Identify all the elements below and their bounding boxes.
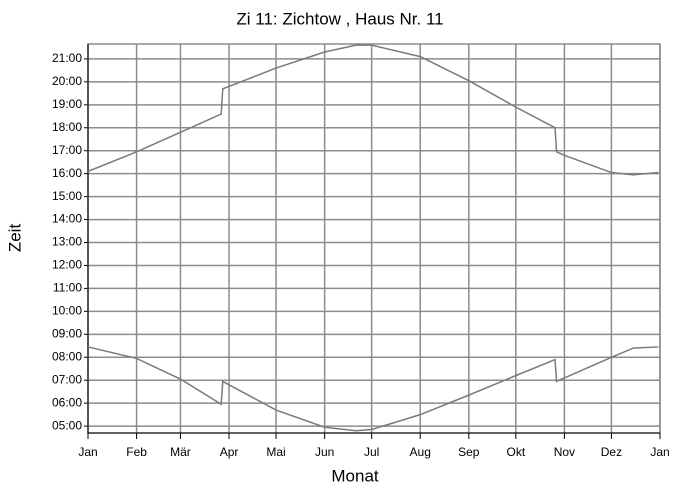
y-tick-label: 05:00: [52, 418, 82, 432]
line-series: [87, 346, 659, 432]
line-series: [87, 44, 659, 176]
y-tick-label: 17:00: [52, 143, 82, 157]
y-tick-label: 08:00: [52, 349, 82, 363]
y-tick-label: 10:00: [52, 304, 82, 318]
y-tick-label: 20:00: [52, 74, 82, 88]
chart-title: Zi 11: Zichtow , Haus Nr. 11: [236, 9, 443, 28]
y-tick-label: 11:00: [53, 281, 82, 295]
x-tick-label: Jan: [650, 445, 669, 459]
y-tick-label: 07:00: [52, 372, 82, 386]
y-tick-label: 19:00: [52, 97, 82, 111]
x-tick-label: Aug: [410, 445, 431, 459]
x-tick-label: Nov: [554, 445, 575, 459]
y-tick-label: 16:00: [52, 166, 82, 180]
x-tick-label: Apr: [220, 445, 239, 459]
y-tick-label: 12:00: [52, 258, 82, 272]
y-tick-label: 15:00: [52, 189, 82, 203]
y-tick-label: 14:00: [52, 212, 82, 226]
x-tick-label: Dez: [601, 445, 622, 459]
x-tick-label: Feb: [126, 445, 147, 459]
x-axis-label: Monat: [331, 466, 379, 485]
x-tick-label: Jan: [78, 445, 97, 459]
y-axis-label: Zeit: [5, 224, 24, 253]
plot-area: [87, 43, 661, 434]
x-tick-label: Jun: [315, 445, 334, 459]
y-tick-label: 06:00: [52, 395, 82, 409]
x-tick-label: Mär: [170, 445, 191, 459]
x-tick-label: Okt: [506, 445, 525, 459]
x-tick-label: Jul: [364, 445, 379, 459]
y-tick-label: 09:00: [52, 326, 82, 340]
y-tick-label: 13:00: [52, 235, 82, 249]
y-tick-label: 18:00: [52, 120, 82, 134]
x-tick-label: Sep: [458, 445, 480, 459]
y-tick-label: 21:00: [52, 51, 82, 65]
x-tick-label: Mai: [266, 445, 285, 459]
